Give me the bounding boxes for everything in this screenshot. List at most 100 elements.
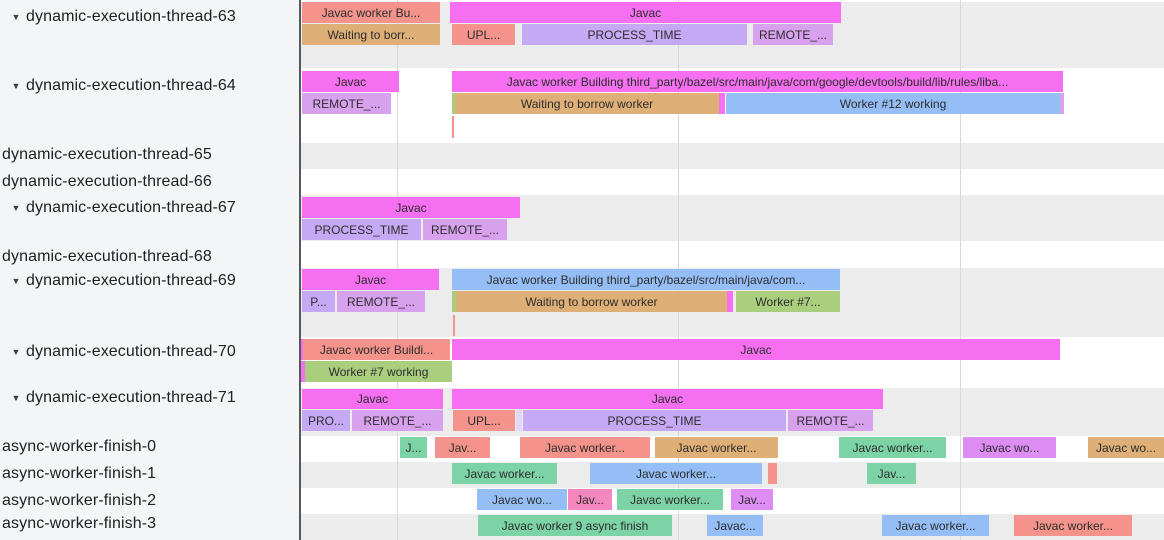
trace-event-label: Waiting to borr... [327,27,415,42]
trace-event-bar[interactable]: UPL... [453,410,515,431]
trace-event-bar[interactable]: Javac worker... [882,515,989,536]
trace-event-bar[interactable]: Javac worker... [452,463,557,484]
thread-label: async-worker-finish-2 [2,492,157,509]
thread-list: ▼ dynamic-execution-thread-63 ▼ dynamic-exe… [0,0,301,540]
time-gridline [960,0,961,540]
trace-event-bar[interactable]: REMOTE_... [788,410,873,431]
trace-event-bar[interactable]: Waiting to borrow worker [456,291,727,312]
trace-event-bar[interactable]: Javac [452,389,883,409]
trace-event-bar[interactable]: REMOTE_... [337,291,425,312]
trace-event-bar[interactable]: Worker #7 working [305,361,452,382]
trace-event-bar[interactable]: Javac worker... [520,437,650,458]
thread-row-dynamic-execution-thread-65[interactable]: dynamic-execution-thread-65 [0,142,299,168]
trace-event-label: PRO... [307,413,344,428]
trace-event-bar[interactable]: P... [302,291,335,312]
trace-event-bar[interactable]: Waiting to borrow worker [455,93,719,114]
trace-event-label: Javac... [714,518,756,533]
trace-event-bar[interactable]: Javac worker... [590,463,762,484]
thread-row-async-worker-finish-0[interactable]: async-worker-finish-0 [0,434,299,460]
trace-event-bar[interactable]: REMOTE_... [423,219,507,240]
trace-event-bar[interactable] [301,361,305,382]
trace-event-bar[interactable]: Javac [302,197,520,218]
trace-event-bar[interactable]: Javac worker... [655,437,778,458]
trace-event-label: Javac worker... [852,440,933,455]
trace-event-label: PROCESS_TIME [314,222,409,237]
trace-event-bar[interactable]: PROCESS_TIME [523,410,786,431]
trace-event-label: UPL... [467,413,501,428]
trace-event-bar[interactable]: J... [400,437,427,458]
trace-event-bar[interactable]: REMOTE_... [753,24,833,45]
trace-event-bar[interactable]: Javac [450,2,841,23]
trace-event-label: Jav... [576,492,604,507]
trace-event-bar[interactable] [452,291,456,312]
trace-event-label: P... [310,294,327,309]
trace-event-bar[interactable]: Javac wo... [477,489,567,510]
collapse-arrow-icon[interactable]: ▼ [11,81,21,91]
trace-event-bar[interactable]: Javac [302,269,439,290]
trace-event-bar[interactable]: Waiting to borr... [302,24,440,45]
trace-event-bar[interactable]: Javac [302,389,443,409]
trace-event-bar[interactable]: Javac worker Building third_party/bazel/… [452,71,1063,92]
trace-event-bar[interactable]: Worker #12 working [726,93,1060,114]
thread-row-dynamic-execution-thread-66[interactable]: dynamic-execution-thread-66 [0,169,299,195]
thread-row-dynamic-execution-thread-64[interactable]: ▼ dynamic-execution-thread-64 [0,73,299,99]
trace-event-label: Javac worker... [464,466,545,481]
trace-event-bar[interactable]: Javac wo... [1088,437,1164,458]
trace-event-bar[interactable]: Javac worker... [617,489,723,510]
trace-event-bar[interactable] [301,339,303,360]
trace-event-bar[interactable]: Javac worker Bu... [302,2,440,23]
collapse-arrow-icon[interactable]: ▼ [11,276,21,286]
thread-row-dynamic-execution-thread-63[interactable]: ▼ dynamic-execution-thread-63 [0,4,299,30]
trace-event-tick[interactable] [452,116,454,138]
trace-event-bar[interactable]: UPL... [452,24,515,45]
trace-event-label: REMOTE_... [312,96,381,111]
collapse-arrow-icon[interactable]: ▼ [11,393,21,403]
trace-event-bar[interactable] [516,410,522,431]
thread-row-dynamic-execution-thread-69[interactable]: ▼ dynamic-execution-thread-69 [0,268,299,294]
trace-event-bar[interactable]: Javac [302,71,399,92]
trace-event-bar[interactable] [768,463,777,484]
trace-event-bar[interactable]: Javac worker... [839,437,946,458]
trace-event-bar[interactable]: Jav... [867,463,916,484]
trace-event-bar[interactable]: Javac wo... [963,437,1056,458]
trace-event-bar[interactable]: REMOTE_... [352,410,443,431]
trace-event-bar[interactable]: Javac worker Buildi... [303,339,450,360]
trace-event-bar[interactable]: Javac [452,339,1060,360]
trace-event-bar[interactable] [727,291,733,312]
trace-event-bar[interactable]: Javac worker... [1014,515,1132,536]
collapse-arrow-icon[interactable]: ▼ [11,203,21,213]
trace-event-label: Waiting to borrow worker [525,294,658,309]
trace-event-tick[interactable] [453,315,455,336]
trace-event-label: Javac worker Building third_party/bazel/… [506,74,1009,89]
thread-label: dynamic-execution-thread-66 [2,173,212,190]
collapse-arrow-icon[interactable]: ▼ [11,12,21,22]
trace-event-label: Javac wo... [1095,440,1157,455]
thread-row-async-worker-finish-1[interactable]: async-worker-finish-1 [0,461,299,487]
trace-event-bar[interactable] [719,93,725,114]
trace-event-bar[interactable]: Jav... [568,489,612,510]
trace-event-label: Javac worker... [676,440,757,455]
trace-event-bar[interactable]: PROCESS_TIME [522,24,747,45]
trace-event-bar[interactable]: REMOTE_... [302,93,391,114]
trace-event-bar[interactable] [1060,93,1064,114]
trace-event-bar[interactable] [452,93,455,114]
trace-event-bar[interactable]: Javac worker Building third_party/bazel/… [452,269,840,290]
thread-row-async-worker-finish-2[interactable]: async-worker-finish-2 [0,488,299,514]
thread-row-dynamic-execution-thread-70[interactable]: ▼ dynamic-execution-thread-70 [0,339,299,365]
trace-event-bar[interactable]: Javac... [707,515,763,536]
trace-event-bar[interactable]: PRO... [302,410,350,431]
thread-row-dynamic-execution-thread-71[interactable]: ▼ dynamic-execution-thread-71 [0,385,299,411]
trace-event-bar[interactable]: PROCESS_TIME [302,219,421,240]
thread-row-dynamic-execution-thread-67[interactable]: ▼ dynamic-execution-thread-67 [0,195,299,221]
trace-event-bar[interactable]: Jav... [731,489,773,510]
thread-row-dynamic-execution-thread-68[interactable]: dynamic-execution-thread-68 [0,244,299,270]
thread-label: dynamic-execution-thread-71 [26,389,236,406]
collapse-arrow-icon[interactable]: ▼ [11,347,21,357]
trace-event-label: REMOTE_... [796,413,865,428]
trace-event-bar[interactable]: Worker #7... [736,291,840,312]
trace-event-bar[interactable]: Jav... [435,437,490,458]
thread-row-async-worker-finish-3[interactable]: async-worker-finish-3 [0,511,299,537]
track-background-band [301,143,1164,169]
track-background-band [301,241,1164,268]
trace-event-bar[interactable]: Javac worker 9 async finish [478,515,672,536]
